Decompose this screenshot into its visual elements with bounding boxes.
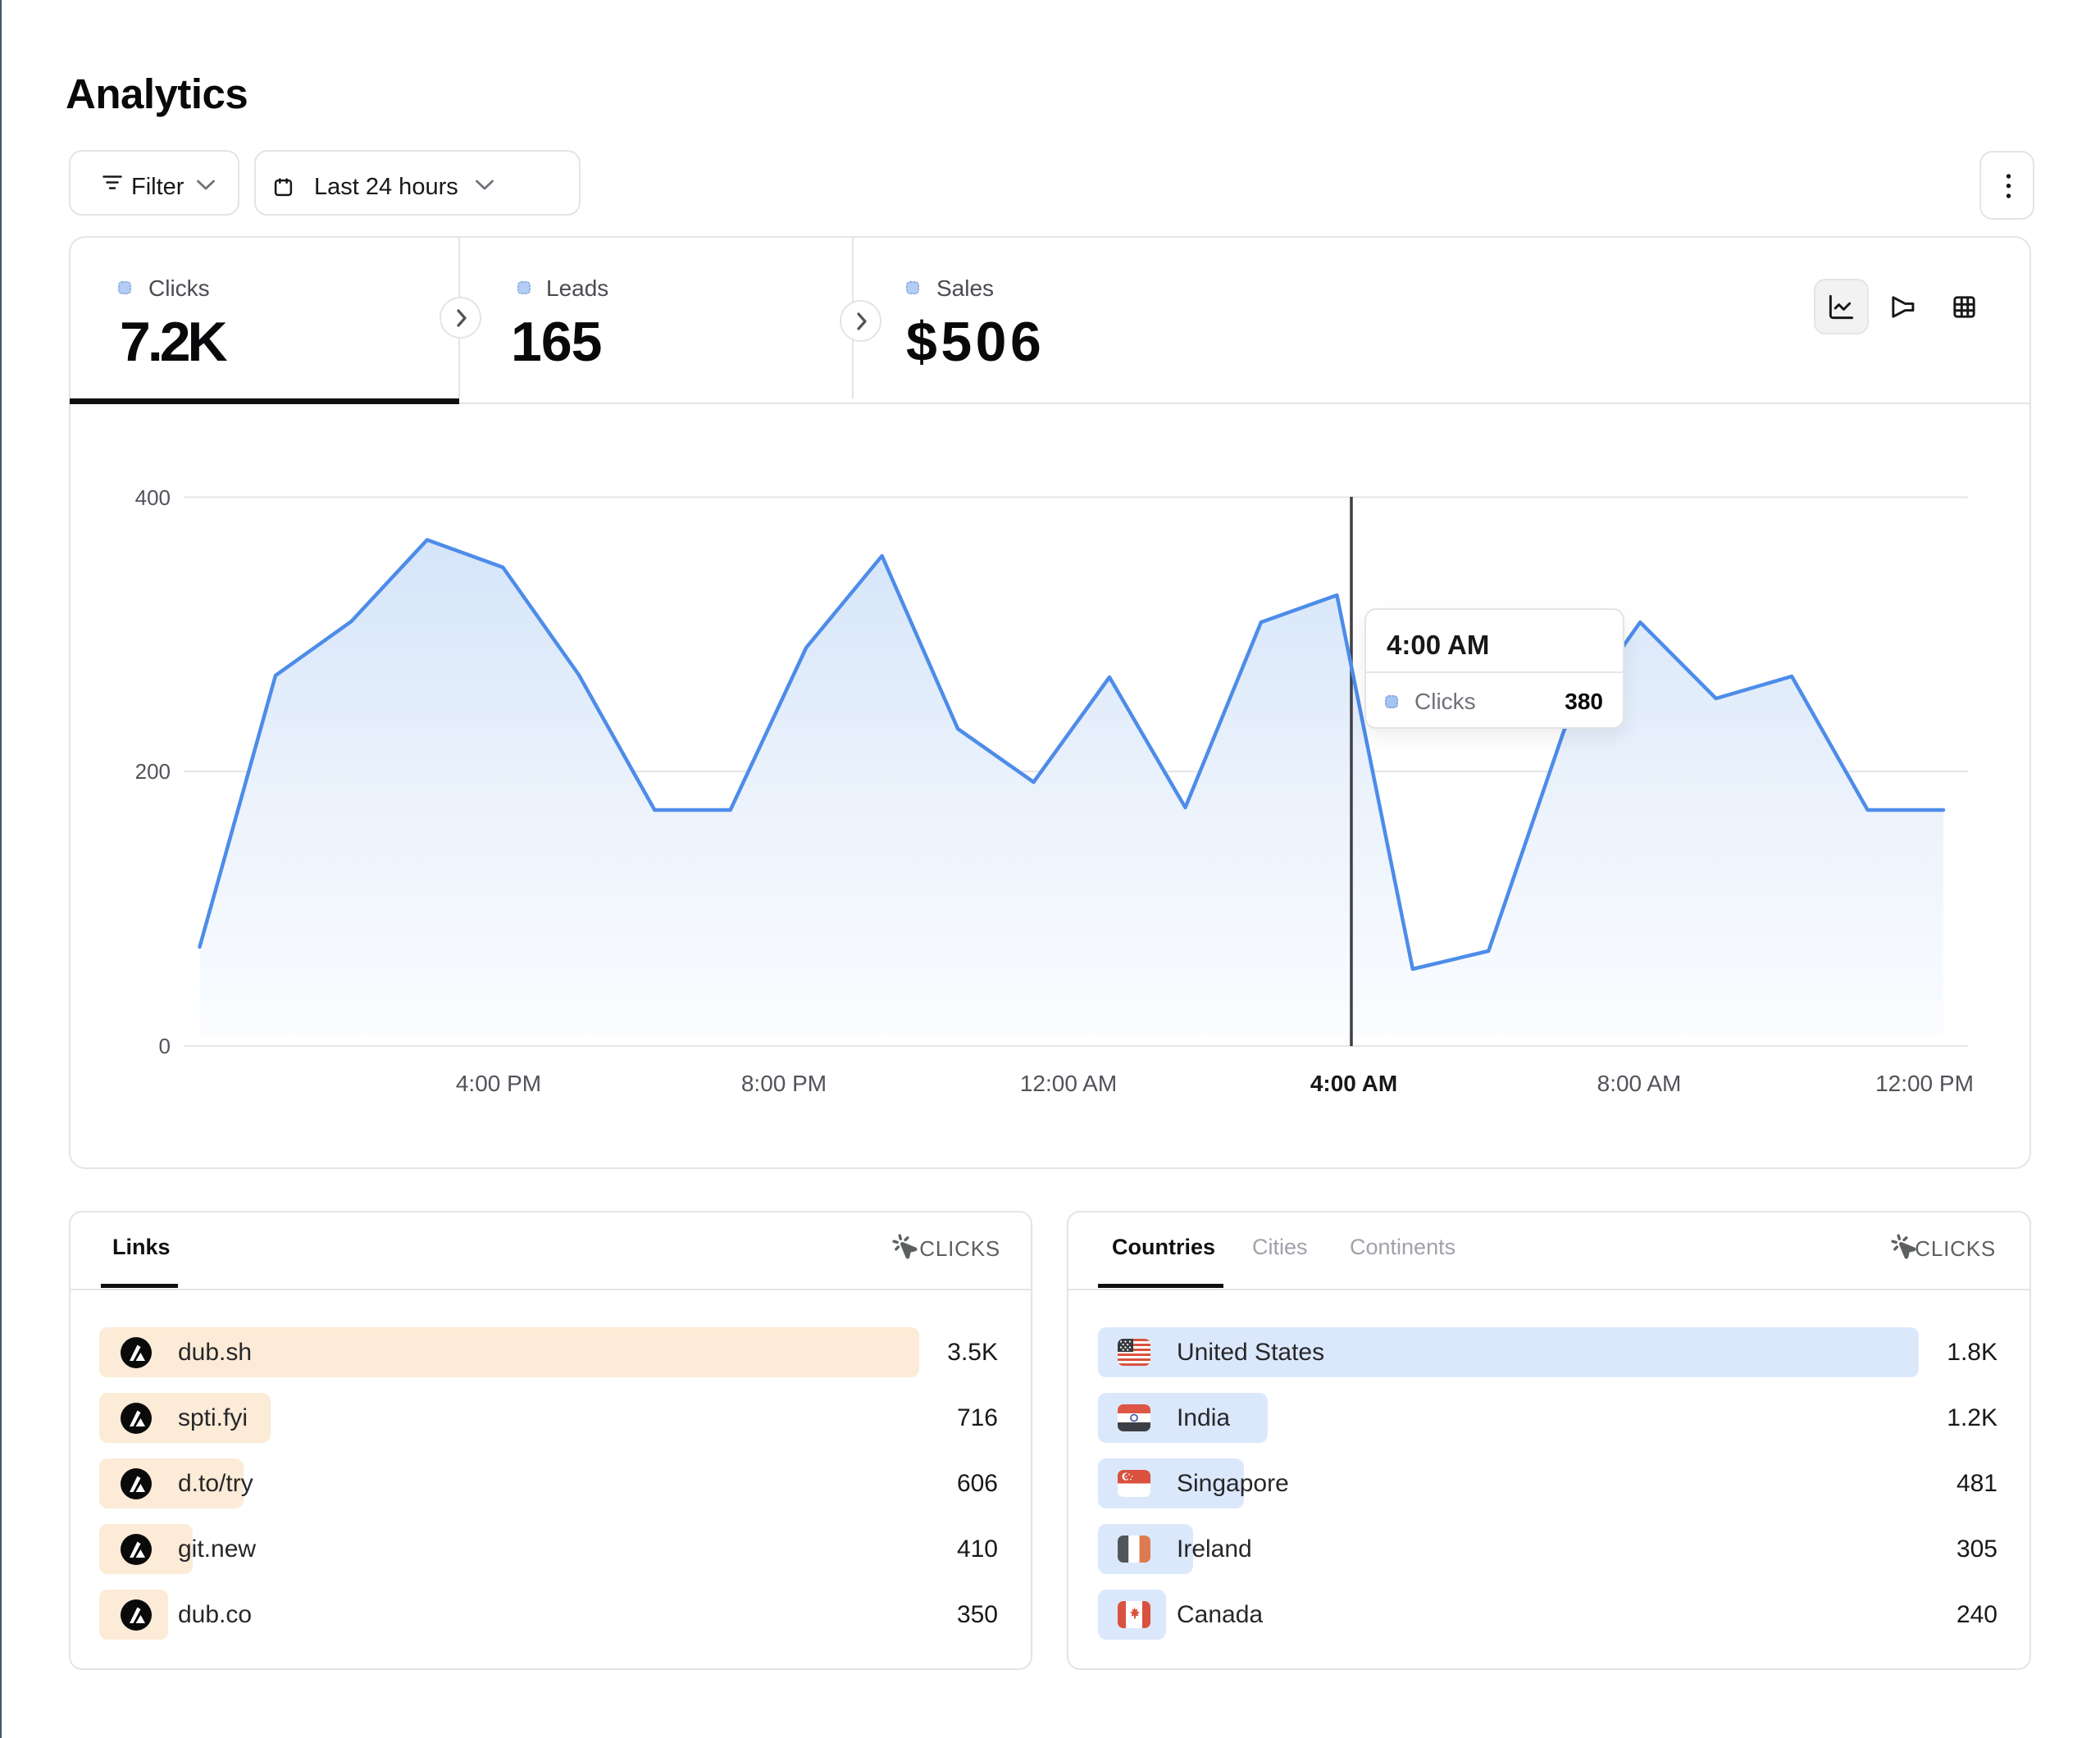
svg-text:200: 200	[135, 759, 171, 784]
svg-text:12:00 PM: 12:00 PM	[1875, 1071, 1974, 1096]
svg-text:12:00 AM: 12:00 AM	[1020, 1071, 1117, 1096]
svg-text:8:00 PM: 8:00 PM	[741, 1071, 827, 1096]
svg-text:8:00 AM: 8:00 AM	[1597, 1071, 1682, 1096]
svg-text:400: 400	[135, 485, 171, 510]
svg-text:4:00 AM: 4:00 AM	[1310, 1071, 1397, 1096]
svg-text:4:00 PM: 4:00 PM	[456, 1071, 541, 1096]
svg-text:0: 0	[159, 1034, 171, 1058]
